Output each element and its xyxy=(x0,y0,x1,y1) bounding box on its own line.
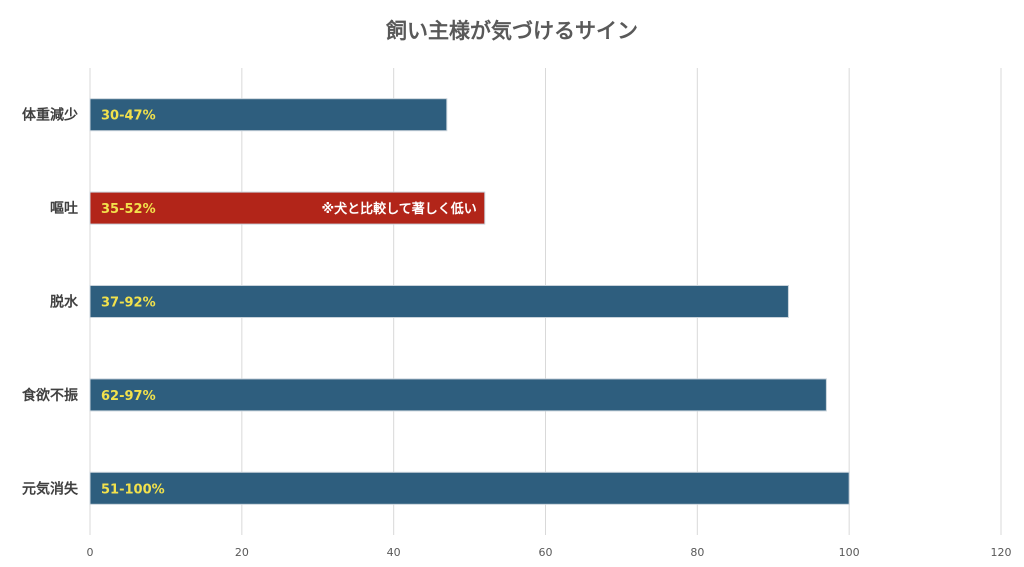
bar-data-label: 51-100% xyxy=(101,482,165,497)
bars: 30-47% 35-52% ※犬と比較して著しく低い 37-92% 62-97% 51-1… xyxy=(89,98,850,505)
x-tick-label: 40 xyxy=(387,546,401,559)
bar xyxy=(89,98,448,132)
bar xyxy=(89,378,827,412)
x-tick-label: 20 xyxy=(235,546,249,559)
bar xyxy=(89,191,486,225)
category-label: 元気消失 xyxy=(22,480,79,497)
x-tick-label: 120 xyxy=(991,546,1012,559)
category-label: 体重減少 xyxy=(22,107,78,124)
bar-data-label: 30-47% xyxy=(101,109,156,124)
x-tick-label: 60 xyxy=(539,546,553,559)
bar-data-label: 35-52% xyxy=(101,202,156,217)
bar xyxy=(89,285,789,318)
category-label: 嘔吐 xyxy=(50,201,78,217)
category-label: 食欲不振 xyxy=(22,387,78,404)
x-axis: 0 20 40 60 80 100 120 xyxy=(87,546,1012,559)
category-label: 脱水 xyxy=(50,294,79,311)
chart-title: 飼い主様が気づけるサイン xyxy=(385,19,638,43)
bar-data-label: 37-92% xyxy=(101,296,156,311)
x-tick-label: 80 xyxy=(690,546,704,559)
bar xyxy=(89,471,850,505)
bar-annotation: ※犬と比較して著しく低い xyxy=(322,201,477,217)
x-tick-label: 0 xyxy=(87,546,94,559)
bar-data-label: 62-97% xyxy=(101,389,156,404)
x-tick-label: 100 xyxy=(839,546,860,559)
